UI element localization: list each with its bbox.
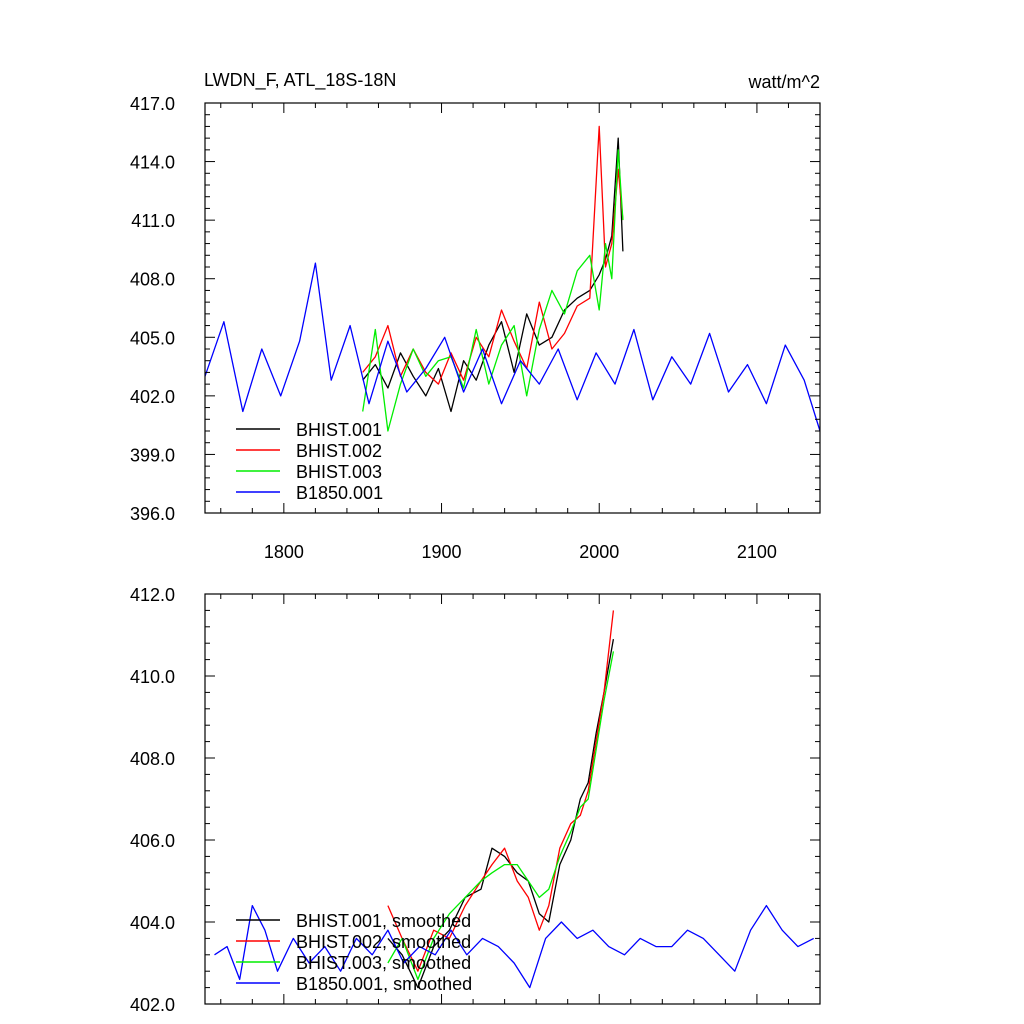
x-tick-label: 2000 xyxy=(579,542,619,562)
top-panel-frame xyxy=(204,102,821,514)
top-panel: LWDN_F, ATL_18S-18N watt/m^2 396.0 399.0 4… xyxy=(130,70,821,562)
y-tick-label: 402.0 xyxy=(130,995,175,1015)
y-tick-label: 406.0 xyxy=(130,831,175,851)
top-panel-units: watt/m^2 xyxy=(748,72,820,92)
y-tick-label: 417.0 xyxy=(130,94,175,114)
series-line-bhist-003-smoothed xyxy=(387,651,615,981)
legend-label: BHIST.001 xyxy=(296,420,382,440)
y-tick-label: 396.0 xyxy=(130,504,175,524)
legend-label: BHIST.003, smoothed xyxy=(296,953,471,973)
y-tick-label: 410.0 xyxy=(130,667,175,687)
bottom-panel-frame xyxy=(204,593,821,1005)
legend-label: BHIST.002 xyxy=(296,441,382,461)
series-line-bhist-002-smoothed xyxy=(387,610,615,972)
series-line-bhist-001 xyxy=(362,137,624,413)
y-tick-label: 411.0 xyxy=(131,211,175,231)
series-line-bhist-002 xyxy=(362,125,624,385)
series-line-b1850-001-smoothed xyxy=(214,904,814,989)
y-tick-label: 408.0 xyxy=(130,270,175,290)
legend-label: B1850.001 xyxy=(296,483,383,503)
y-tick-label: 405.0 xyxy=(130,328,175,348)
y-tick-label: 408.0 xyxy=(130,749,175,769)
series-line-b1850-001 xyxy=(205,262,820,432)
y-tick-label: 399.0 xyxy=(130,445,175,465)
legend-label: BHIST.002, smoothed xyxy=(296,932,471,952)
top-panel-title: LWDN_F, ATL_18S-18N xyxy=(204,70,396,91)
x-tick-label: 1900 xyxy=(422,542,462,562)
legend-label: BHIST.003 xyxy=(296,462,382,482)
legend-label: B1850.001, smoothed xyxy=(296,974,472,994)
legend-label: BHIST.001, smoothed xyxy=(296,911,471,931)
y-tick-label: 404.0 xyxy=(130,913,175,933)
y-tick-label: 412.0 xyxy=(130,585,175,605)
series-line-bhist-001-smoothed xyxy=(387,638,615,989)
y-tick-label: 402.0 xyxy=(130,387,175,407)
series-line-bhist-003 xyxy=(362,149,624,432)
x-tick-label: 2100 xyxy=(737,542,777,562)
bottom-panel: 402.0 404.0 406.0 408.0 410.0 412.0 BHIST.001… xyxy=(130,585,821,1015)
x-tick-label: 1800 xyxy=(264,542,304,562)
y-tick-label: 414.0 xyxy=(130,153,175,173)
